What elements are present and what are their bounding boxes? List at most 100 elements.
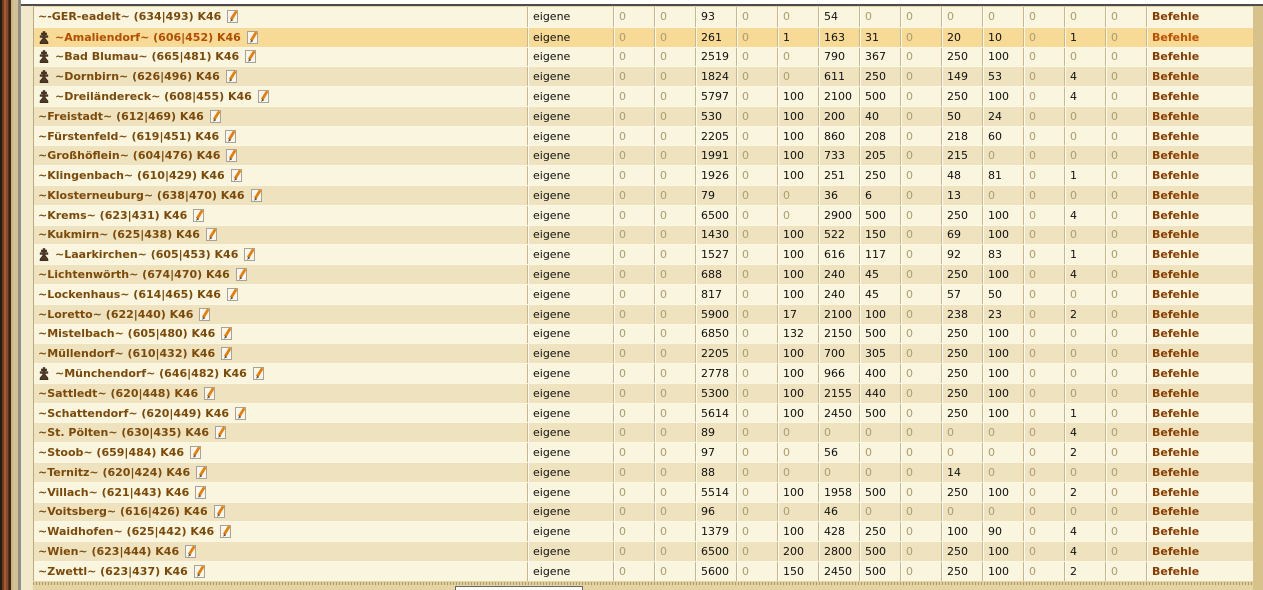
village-link[interactable]: ~Amaliendorf~ (606|452) K46 [55,31,241,44]
village-link[interactable]: ~Laarkirchen~ (605|453) K46 [55,248,238,261]
village-link[interactable]: ~Waidhofen~ (625|442) K46 [38,525,214,538]
edit-pencil-icon[interactable] [196,465,208,479]
commands-link[interactable]: Befehle [1152,268,1200,282]
village-link[interactable]: ~Freistadt~ (612|469) K46 [38,110,204,123]
village-link[interactable]: ~Lichtenwörth~ (674|470) K46 [38,268,230,281]
commands-link[interactable]: Befehle [1152,307,1200,321]
village-link[interactable]: ~Kukmirn~ (625|438) K46 [38,228,200,241]
troop-count-cell: 0 [654,502,695,522]
commands-link[interactable]: Befehle [1152,446,1200,460]
village-link[interactable]: ~Zwettl~ (623|437) K46 [38,565,188,578]
commands-link[interactable]: Befehle [1152,366,1200,380]
edit-pencil-icon[interactable] [244,248,256,262]
village-link[interactable]: ~-GER-eadelt~ (634|493) K46 [38,10,221,23]
commands-link[interactable]: Befehle [1152,465,1200,479]
edit-pencil-icon[interactable] [257,90,269,104]
edit-pencil-icon[interactable] [204,386,216,400]
commands-link[interactable]: Befehle [1152,109,1200,123]
village-link[interactable]: ~Fürstenfeld~ (619|451) K46 [38,130,219,143]
edit-pencil-icon[interactable] [199,307,211,321]
commands-link[interactable]: Befehle [1152,327,1200,341]
village-link[interactable]: ~Münchendorf~ (646|482) K46 [55,367,247,380]
troop-count-cell: 17 [777,304,818,324]
troop-count-cell: 96 [695,502,736,522]
edit-pencil-icon[interactable] [225,129,237,143]
edit-pencil-icon[interactable] [215,426,227,440]
commands-link[interactable]: Befehle [1152,564,1200,578]
edit-pencil-icon[interactable] [250,188,262,202]
commands-link[interactable]: Befehle [1152,248,1200,262]
village-link[interactable]: ~Dreiländereck~ (608|455) K46 [55,90,252,103]
village-link[interactable]: ~Dornbirn~ (626|496) K46 [55,70,220,83]
village-link[interactable]: ~Bad Blumau~ (665|481) K46 [55,50,239,63]
edit-pencil-icon[interactable] [252,366,264,380]
commands-link[interactable]: Befehle [1152,90,1200,104]
commands-link[interactable]: Befehle [1152,129,1200,143]
edit-pencil-icon[interactable] [209,109,221,123]
village-link[interactable]: ~Voitsberg~ (616|426) K46 [38,505,208,518]
commands-link[interactable]: Befehle [1152,30,1200,44]
troop-count-cell: 0 [654,205,695,225]
commands-link[interactable]: Befehle [1152,347,1200,361]
village-link[interactable]: ~Großhöflein~ (604|476) K46 [38,149,220,162]
edit-pencil-icon[interactable] [227,10,239,24]
village-link[interactable]: ~Ternitz~ (620|424) K46 [38,466,190,479]
edit-pencil-icon[interactable] [221,327,233,341]
commands-link[interactable]: Befehle [1152,188,1200,202]
commands-link[interactable]: Befehle [1152,228,1200,242]
commands-link[interactable]: Befehle [1152,505,1200,519]
village-link[interactable]: ~Krems~ (623|431) K46 [38,209,187,222]
edit-pencil-icon[interactable] [190,446,202,460]
village-link[interactable]: ~Loretto~ (622|440) K46 [38,308,193,321]
village-label: ~Klingenbach~ (610|429) K46 [38,169,225,183]
edit-pencil-icon[interactable] [213,505,225,519]
edit-pencil-icon[interactable] [193,564,205,578]
troop-count-cell: 0 [654,47,695,67]
ownership-cell: eigene [527,462,613,482]
edit-pencil-icon[interactable] [245,50,257,64]
village-link[interactable]: ~Villach~ (621|443) K46 [38,486,189,499]
wood-border-texture [0,0,21,590]
edit-pencil-icon[interactable] [185,544,197,558]
edit-pencil-icon[interactable] [205,228,217,242]
commands-link[interactable]: Befehle [1152,406,1200,420]
commands-link[interactable]: Befehle [1152,10,1200,24]
commands-link[interactable]: Befehle [1152,50,1200,64]
village-link[interactable]: ~Wien~ (623|444) K46 [38,545,179,558]
village-link[interactable]: ~Stoob~ (659|484) K46 [38,446,184,459]
troop-count-cell: 5614 [695,403,736,423]
village-link[interactable]: ~Lockenhaus~ (614|465) K46 [38,288,221,301]
edit-pencil-icon[interactable] [246,30,258,44]
village-link[interactable]: ~Klosterneuburg~ (638|470) K46 [38,189,245,202]
commands-link[interactable]: Befehle [1152,169,1200,183]
edit-pencil-icon[interactable] [195,485,207,499]
edit-pencil-icon[interactable] [235,268,247,282]
edit-pencil-icon[interactable] [193,208,205,222]
commands-link[interactable]: Befehle [1152,208,1200,222]
village-link[interactable]: ~Schattendorf~ (620|449) K46 [38,407,229,420]
edit-pencil-icon[interactable] [221,347,233,361]
village-link[interactable]: ~St. Pölten~ (630|435) K46 [38,426,209,439]
commands-link[interactable]: Befehle [1152,386,1200,400]
edit-pencil-icon[interactable] [225,70,237,84]
commands-link[interactable]: Befehle [1152,287,1200,301]
troop-count-cell: 4 [1064,522,1105,542]
edit-pencil-icon[interactable] [226,149,238,163]
troop-count-cell: 2 [1064,304,1105,324]
commands-link[interactable]: Befehle [1152,544,1200,558]
edit-pencil-icon[interactable] [226,287,238,301]
village-link[interactable]: ~Müllendorf~ (610|432) K46 [38,347,215,360]
commands-link[interactable]: Befehle [1152,426,1200,440]
village-link[interactable]: ~Klingenbach~ (610|429) K46 [38,169,225,182]
edit-pencil-icon[interactable] [220,525,232,539]
village-link[interactable]: ~Sattledt~ (620|448) K46 [38,387,198,400]
village-link[interactable]: ~Mistelbach~ (605|480) K46 [38,327,215,340]
edit-pencil-icon[interactable] [230,169,242,183]
commands-cell: Befehle [1146,403,1253,423]
commands-link[interactable]: Befehle [1152,525,1200,539]
troop-count-cell: 100 [777,482,818,502]
commands-link[interactable]: Befehle [1152,149,1200,163]
edit-pencil-icon[interactable] [235,406,247,420]
commands-link[interactable]: Befehle [1152,70,1200,84]
commands-link[interactable]: Befehle [1152,485,1200,499]
